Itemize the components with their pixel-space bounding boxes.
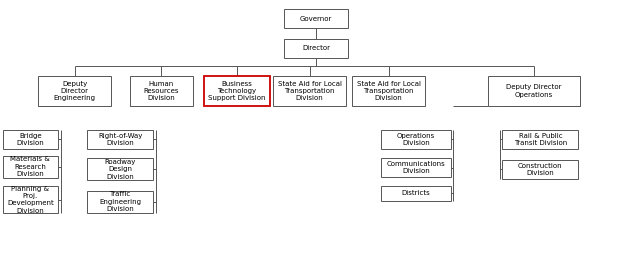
Text: State Aid for Local
Transportation
Division: State Aid for Local Transportation Divis…	[356, 81, 421, 101]
Text: Roadway
Design
Division: Roadway Design Division	[104, 159, 136, 180]
Text: Construction
Division: Construction Division	[518, 163, 562, 176]
FancyBboxPatch shape	[3, 130, 58, 149]
FancyBboxPatch shape	[353, 76, 425, 106]
Text: Operations
Division: Operations Division	[397, 133, 435, 146]
FancyBboxPatch shape	[130, 76, 193, 106]
Text: Governor: Governor	[300, 16, 332, 22]
Text: Planning &
Proj.
Development
Division: Planning & Proj. Development Division	[7, 186, 54, 214]
FancyBboxPatch shape	[502, 130, 578, 149]
FancyBboxPatch shape	[87, 130, 153, 149]
FancyBboxPatch shape	[284, 9, 348, 28]
Text: Deputy Director
Operations: Deputy Director Operations	[506, 84, 562, 98]
FancyBboxPatch shape	[502, 160, 578, 179]
Text: Districts: Districts	[401, 191, 430, 196]
FancyBboxPatch shape	[381, 186, 451, 201]
Text: Traffic
Engineering
Division: Traffic Engineering Division	[99, 191, 141, 212]
Text: Right-of-Way
Division: Right-of-Way Division	[98, 133, 142, 146]
Text: Bridge
Division: Bridge Division	[16, 133, 44, 146]
Text: Human
Resources
Division: Human Resources Division	[143, 81, 179, 101]
FancyBboxPatch shape	[284, 39, 348, 58]
FancyBboxPatch shape	[3, 156, 58, 178]
Text: Rail & Public
Transit Division: Rail & Public Transit Division	[514, 133, 567, 146]
FancyBboxPatch shape	[204, 76, 270, 106]
Text: Deputy
Director
Engineering: Deputy Director Engineering	[54, 81, 95, 101]
FancyBboxPatch shape	[381, 158, 451, 177]
FancyBboxPatch shape	[3, 186, 58, 213]
Text: Materials &
Research
Division: Materials & Research Division	[11, 157, 50, 177]
FancyBboxPatch shape	[488, 76, 580, 106]
Text: Director: Director	[302, 45, 330, 51]
FancyBboxPatch shape	[273, 76, 346, 106]
Text: Business
Technology
Support Division: Business Technology Support Division	[209, 81, 265, 101]
FancyBboxPatch shape	[38, 76, 111, 106]
FancyBboxPatch shape	[87, 191, 153, 213]
FancyBboxPatch shape	[87, 158, 153, 180]
FancyBboxPatch shape	[381, 130, 451, 149]
Text: State Aid for Local
Transportation
Division: State Aid for Local Transportation Divis…	[277, 81, 342, 101]
Text: Communications
Division: Communications Division	[387, 161, 445, 174]
